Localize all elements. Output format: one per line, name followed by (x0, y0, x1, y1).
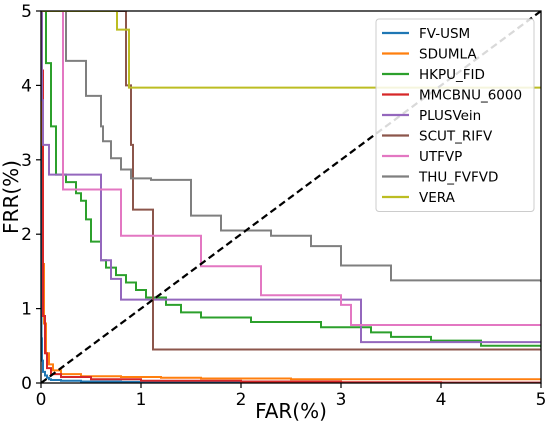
legend-label: HKPU_FID (419, 67, 485, 83)
series-line-mmcbnu-6000 (41, 11, 541, 383)
plot-frame (40, 10, 542, 384)
y-tick-label: 1 (21, 300, 32, 320)
y-tick-label: 0 (21, 374, 32, 394)
series-line-utfvp (41, 11, 541, 326)
x-tick-label: 2 (236, 390, 247, 410)
y-tick-label: 2 (21, 225, 32, 245)
x-tick-label: 1 (136, 390, 147, 410)
legend-label: VERA (419, 190, 456, 206)
legend-label: SCUT_RIFV (419, 129, 493, 145)
legend-label: PLUSVein (419, 108, 481, 124)
x-axis-label: FAR(%) (255, 399, 327, 423)
y-tick-label: 4 (21, 76, 32, 96)
series-line-scut-rifv (41, 11, 541, 351)
x-tick-label: 5 (536, 390, 547, 410)
legend-label: MMCBNU_6000 (419, 88, 522, 104)
legend-box (375, 18, 535, 212)
y-axis-label: FRR(%) (0, 160, 23, 234)
x-tick-label: 4 (436, 390, 447, 410)
legend-label: UTFVP (419, 149, 462, 165)
series-line-vera (41, 11, 541, 89)
legend-label: THU_FVFVD (418, 170, 498, 186)
legend-label: SDUMLA (419, 47, 477, 63)
series-line-thu-fvfvd (41, 11, 541, 282)
y-tick-label: 3 (21, 151, 32, 171)
x-tick-label: 3 (336, 390, 347, 410)
series-line-hkpu-fid (41, 11, 541, 348)
legend: FV-USM SDUMLA HKPU_FID MMCBNU_6000 PLUSVein S… (375, 18, 535, 212)
series-line-plusvein (41, 11, 541, 344)
ticks-layer: 0 1 2 3 4 5 0 1 2 3 4 5 (21, 2, 546, 410)
x-tick-label: 0 (36, 390, 47, 410)
legend-label: FV-USM (419, 26, 470, 42)
y-tick-label: 5 (21, 2, 32, 22)
